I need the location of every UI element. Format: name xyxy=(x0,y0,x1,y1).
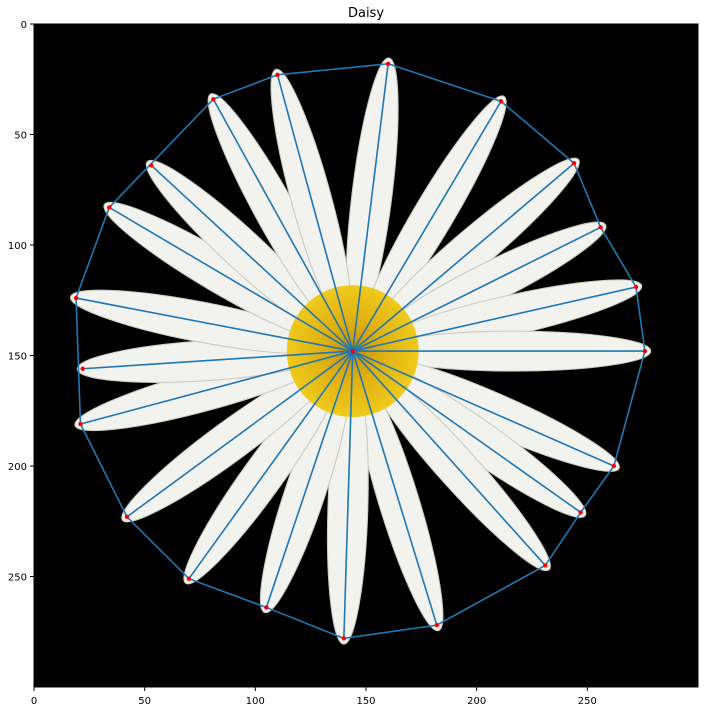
x-tick-label: 50 xyxy=(138,696,151,707)
x-axis: 0 50 100 150 200 250 xyxy=(31,687,597,707)
data-point xyxy=(73,295,79,301)
marker-layer xyxy=(73,61,648,641)
y-tick-label: 50 xyxy=(14,131,27,142)
data-point xyxy=(385,61,391,66)
plot-area xyxy=(34,24,698,687)
spoke-line xyxy=(126,350,354,518)
spoke-line xyxy=(80,350,353,425)
data-point xyxy=(598,225,603,230)
x-tick-label: 250 xyxy=(578,696,597,707)
y-tick-label: 150 xyxy=(8,352,27,363)
hull-line xyxy=(75,62,646,640)
spoke-line xyxy=(150,164,354,352)
data-point xyxy=(80,366,85,371)
spoke-line xyxy=(352,350,582,514)
x-tick-label: 100 xyxy=(246,696,265,707)
data-point xyxy=(633,284,639,290)
center-point xyxy=(350,348,355,354)
data-point xyxy=(434,622,440,628)
data-point xyxy=(124,514,130,520)
data-point xyxy=(78,421,83,427)
spoke-layer xyxy=(75,63,645,639)
y-tick-label: 100 xyxy=(8,241,27,252)
x-tick-label: 0 xyxy=(31,696,37,707)
data-point xyxy=(186,576,192,581)
data-point xyxy=(341,636,347,641)
y-tick-label: 200 xyxy=(8,462,27,473)
x-tick-label: 150 xyxy=(356,696,375,707)
chart-title: Daisy xyxy=(348,6,384,21)
data-point xyxy=(275,72,280,78)
data-point xyxy=(571,161,577,166)
spoke-line xyxy=(352,350,546,566)
y-tick-label: 0 xyxy=(21,20,27,31)
data-point xyxy=(107,205,112,210)
spoke-line xyxy=(265,350,354,608)
y-axis: 0 50 100 150 200 250 xyxy=(8,20,34,584)
spoke-line xyxy=(75,297,353,352)
hull-layer xyxy=(75,62,646,640)
x-tick-label: 200 xyxy=(467,696,486,707)
data-point xyxy=(578,510,583,515)
data-point xyxy=(642,348,648,354)
spoke-line xyxy=(352,286,637,352)
spoke-line xyxy=(276,74,354,352)
data-point xyxy=(149,163,154,168)
data-point xyxy=(543,563,548,568)
spoke-line xyxy=(351,63,389,352)
spoke-line xyxy=(352,100,502,352)
data-point xyxy=(498,99,504,104)
y-tick-label: 250 xyxy=(8,573,27,584)
spoke-line xyxy=(351,350,438,626)
data-point xyxy=(611,463,617,469)
spoke-line xyxy=(212,98,354,352)
spoke-line xyxy=(82,350,353,370)
data-point xyxy=(264,605,269,610)
data-point xyxy=(211,96,216,102)
spoke-line xyxy=(352,162,575,352)
spoke-line xyxy=(352,350,615,467)
spoke-line xyxy=(343,351,354,639)
spoke-line xyxy=(352,226,601,352)
spoke-line xyxy=(188,350,354,580)
spoke-line xyxy=(108,206,354,352)
